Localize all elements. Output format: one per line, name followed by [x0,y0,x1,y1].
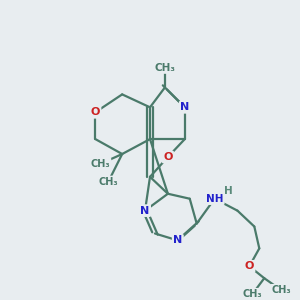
Text: CH₃: CH₃ [242,289,262,299]
Text: CH₃: CH₃ [271,285,291,295]
Text: N: N [180,102,189,112]
Text: N: N [140,206,150,216]
Text: O: O [245,261,254,271]
Text: CH₃: CH₃ [98,177,118,187]
Text: CH₃: CH₃ [91,159,110,169]
Text: N: N [173,236,182,245]
Text: O: O [163,152,172,162]
Text: H: H [224,186,233,196]
Text: NH: NH [206,194,223,204]
Text: O: O [91,107,100,117]
Text: CH₃: CH₃ [154,63,176,73]
